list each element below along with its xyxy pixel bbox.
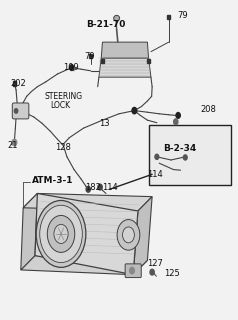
Circle shape [47,215,75,252]
Text: 21: 21 [8,141,18,150]
Bar [89,54,92,58]
FancyBboxPatch shape [12,103,29,119]
Text: LOCK: LOCK [50,101,70,110]
Text: ATM-3-1: ATM-3-1 [31,176,73,185]
Circle shape [155,154,159,159]
Bar [13,82,16,86]
Bar [101,59,104,63]
Text: 79: 79 [177,11,188,20]
Text: 13: 13 [99,119,109,128]
Circle shape [117,220,140,250]
Polygon shape [23,194,152,211]
Text: 202: 202 [10,79,26,88]
Circle shape [86,187,90,192]
Text: B-2-34: B-2-34 [163,144,196,153]
Text: STEERING: STEERING [45,92,83,101]
Text: 127: 127 [147,259,163,268]
Circle shape [36,200,86,268]
FancyBboxPatch shape [149,125,231,185]
Circle shape [176,113,180,118]
Text: 128: 128 [55,143,71,152]
Bar [147,59,150,63]
FancyBboxPatch shape [125,264,141,277]
Circle shape [174,119,178,124]
Polygon shape [99,58,151,77]
Circle shape [12,139,17,146]
Circle shape [130,268,134,274]
Polygon shape [35,194,138,275]
Circle shape [132,108,137,114]
Polygon shape [133,197,152,275]
Bar [167,14,170,19]
Circle shape [183,155,187,160]
Polygon shape [21,256,147,275]
Text: 208: 208 [201,105,217,114]
Circle shape [40,205,82,263]
Text: 182: 182 [85,183,101,192]
Circle shape [15,109,18,113]
Circle shape [123,227,134,243]
Text: 79: 79 [85,52,95,61]
Polygon shape [101,42,149,58]
Text: 114: 114 [147,170,163,179]
Circle shape [54,224,68,244]
Text: 109: 109 [63,63,79,72]
Circle shape [98,184,102,190]
Text: 125: 125 [164,268,180,278]
Text: 114: 114 [102,183,118,192]
Circle shape [150,269,154,275]
Text: B-21-70: B-21-70 [86,20,125,29]
Ellipse shape [114,15,119,21]
Circle shape [69,65,74,70]
Polygon shape [21,194,37,270]
